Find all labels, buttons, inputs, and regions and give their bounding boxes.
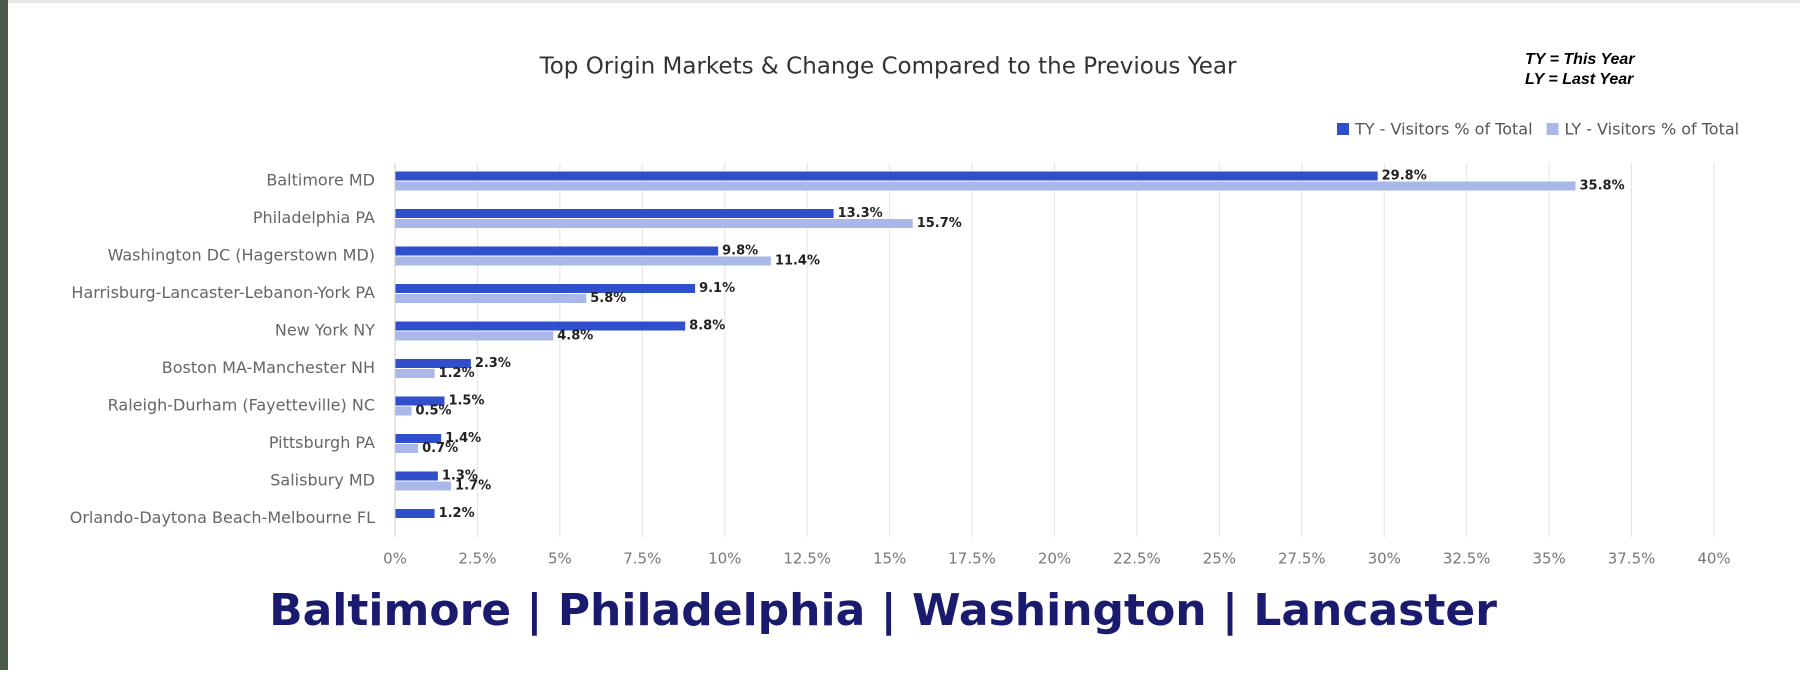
y-tick-label: Philadelphia PA (253, 208, 375, 227)
data-label: 5.8% (590, 291, 626, 306)
data-label: 35.8% (1580, 179, 1625, 194)
bar (395, 444, 418, 453)
data-label: 4.8% (557, 329, 593, 344)
legend-label: LY - Visitors % of Total (1565, 120, 1740, 139)
x-tick-label: 10% (708, 550, 741, 568)
bar (395, 247, 718, 256)
data-label: 29.8% (1382, 169, 1427, 184)
annotation: LY = Last Year (1525, 71, 1634, 88)
data-label: 9.1% (699, 281, 735, 296)
data-label: 2.3% (475, 356, 511, 371)
data-label: 9.8% (722, 244, 758, 259)
x-tick-label: 35% (1532, 550, 1565, 568)
x-tick-label: 27.5% (1278, 550, 1326, 568)
x-tick-label: 2.5% (458, 550, 496, 568)
bar (395, 257, 771, 266)
data-label: 0.5% (415, 404, 451, 419)
y-tick-label: Orlando-Daytona Beach-Melbourne FL (70, 508, 375, 527)
bar (395, 209, 834, 218)
top-border (0, 0, 1800, 3)
data-label: 11.4% (775, 254, 820, 269)
x-tick-label: 15% (873, 550, 906, 568)
bar (395, 219, 913, 228)
annotation: TY = This Year (1525, 51, 1635, 68)
x-tick-label: 32.5% (1443, 550, 1491, 568)
legend-swatch (1337, 123, 1349, 135)
data-label: 1.2% (439, 506, 475, 521)
x-tick-label: 25% (1203, 550, 1236, 568)
y-tick-label: Pittsburgh PA (269, 433, 375, 452)
y-tick-label: Salisbury MD (270, 471, 375, 490)
y-tick-label: Boston MA-Manchester NH (162, 358, 375, 377)
data-label: 1.2% (439, 366, 475, 381)
y-tick-label: Baltimore MD (266, 171, 375, 190)
bar (395, 407, 411, 416)
caption: Baltimore | Philadelphia | Washington | … (269, 585, 1497, 636)
legend-label: TY - Visitors % of Total (1354, 120, 1533, 139)
x-tick-label: 5% (548, 550, 572, 568)
bar (395, 332, 553, 341)
data-label: 1.7% (455, 479, 491, 494)
bar (395, 284, 695, 293)
y-tick-label: Washington DC (Hagerstown MD) (108, 246, 375, 265)
bar (395, 482, 451, 491)
x-tick-label: 7.5% (623, 550, 661, 568)
bar (395, 172, 1378, 181)
x-tick-label: 30% (1368, 550, 1401, 568)
x-tick-label: 20% (1038, 550, 1071, 568)
left-edge (0, 0, 8, 670)
chart-title: Top Origin Markets & Change Compared to … (539, 54, 1237, 80)
x-tick-label: 40% (1697, 550, 1730, 568)
y-tick-label: Harrisburg-Lancaster-Lebanon-York PA (71, 283, 375, 302)
bar (395, 322, 685, 331)
data-label: 1.5% (448, 394, 484, 409)
chart: Top Origin Markets & Change Compared to … (0, 0, 1800, 670)
data-label: 13.3% (838, 206, 883, 221)
bar (395, 182, 1576, 191)
y-tick-label: Raleigh-Durham (Fayetteville) NC (108, 396, 375, 415)
x-tick-label: 37.5% (1608, 550, 1656, 568)
x-tick-label: 12.5% (783, 550, 831, 568)
x-tick-label: 22.5% (1113, 550, 1161, 568)
bar (395, 509, 435, 518)
bar (395, 472, 438, 481)
y-tick-label: New York NY (275, 321, 375, 340)
x-tick-label: 17.5% (948, 550, 996, 568)
data-label: 0.7% (422, 441, 458, 456)
data-label: 15.7% (917, 216, 962, 231)
bar (395, 294, 586, 303)
legend-swatch (1547, 123, 1559, 135)
data-label: 8.8% (689, 319, 725, 334)
x-tick-label: 0% (383, 550, 407, 568)
bar (395, 369, 435, 378)
